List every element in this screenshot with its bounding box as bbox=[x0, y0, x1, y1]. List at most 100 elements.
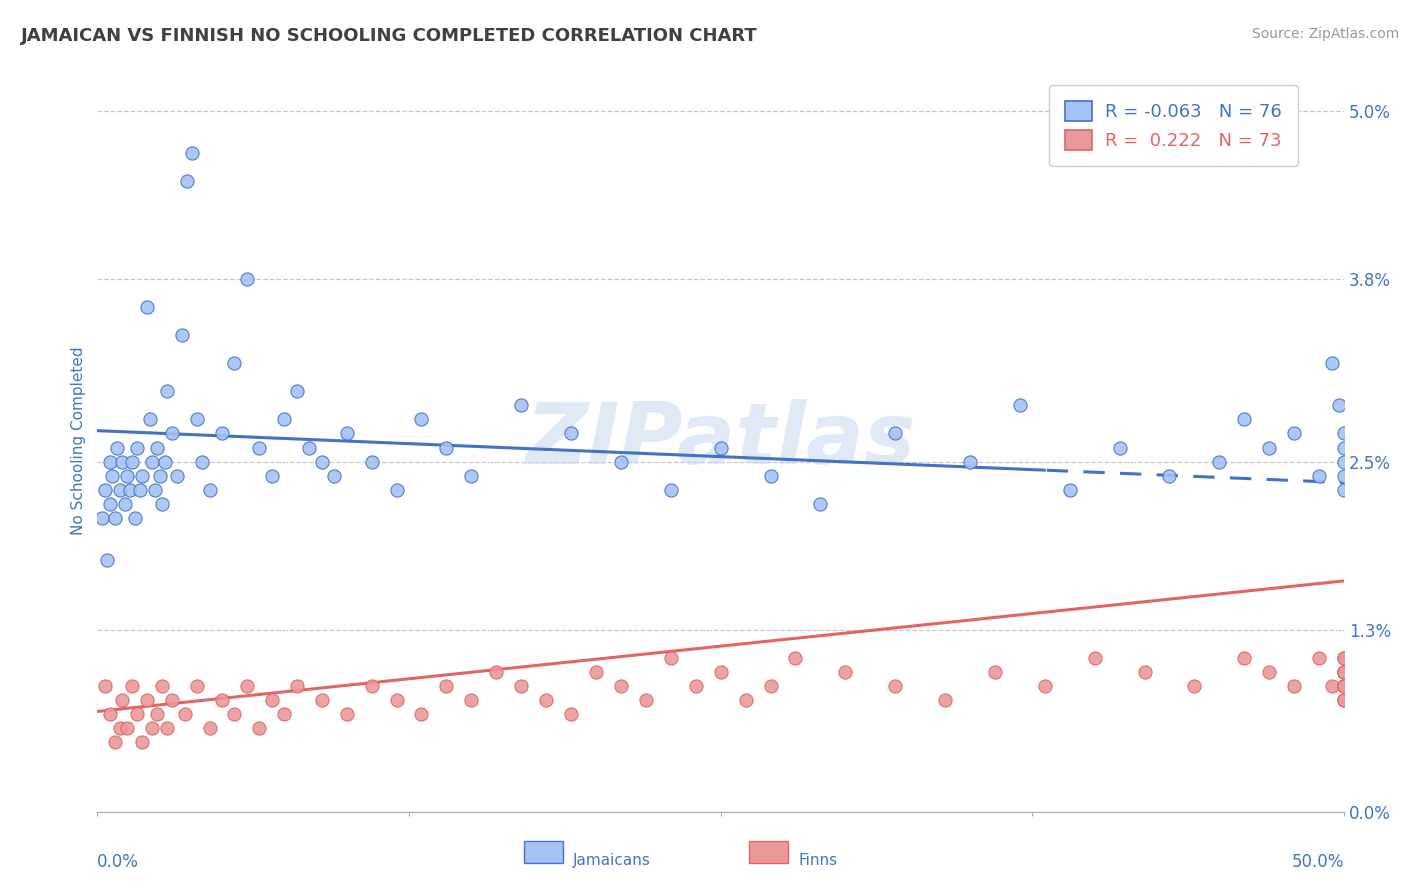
Point bbox=[411, 412, 433, 426]
Point bbox=[143, 483, 166, 497]
Point bbox=[1059, 483, 1081, 497]
Point bbox=[1282, 679, 1305, 693]
Point bbox=[460, 693, 482, 707]
Point bbox=[104, 735, 127, 749]
Text: Source: ZipAtlas.com: Source: ZipAtlas.com bbox=[1251, 27, 1399, 41]
Point bbox=[128, 483, 150, 497]
Point bbox=[141, 721, 163, 735]
Point bbox=[810, 497, 832, 511]
Point bbox=[1333, 693, 1355, 707]
Point bbox=[311, 454, 333, 468]
Point bbox=[1184, 679, 1206, 693]
Point bbox=[1333, 679, 1355, 693]
Point bbox=[1233, 651, 1256, 665]
Point bbox=[111, 454, 134, 468]
Point bbox=[160, 693, 183, 707]
Point bbox=[121, 454, 143, 468]
Point bbox=[1282, 426, 1305, 441]
Point bbox=[91, 510, 114, 524]
Point bbox=[173, 707, 195, 722]
Point bbox=[224, 707, 246, 722]
Point bbox=[685, 679, 707, 693]
Point bbox=[249, 441, 271, 455]
Point bbox=[510, 679, 533, 693]
Point bbox=[1133, 665, 1156, 679]
Text: Jamaicans: Jamaicans bbox=[574, 853, 651, 868]
Point bbox=[1084, 651, 1107, 665]
Point bbox=[884, 679, 907, 693]
Point bbox=[759, 468, 782, 483]
Point bbox=[436, 441, 458, 455]
Point bbox=[285, 679, 308, 693]
Legend: R = -0.063   N = 76, R =  0.222   N = 73: R = -0.063 N = 76, R = 0.222 N = 73 bbox=[1049, 85, 1298, 166]
Point bbox=[186, 412, 208, 426]
Point bbox=[249, 721, 271, 735]
Point bbox=[759, 679, 782, 693]
Point bbox=[146, 707, 169, 722]
Point bbox=[1333, 483, 1355, 497]
Point bbox=[710, 441, 733, 455]
Text: 50.0%: 50.0% bbox=[1292, 853, 1344, 871]
Point bbox=[1333, 679, 1355, 693]
Point bbox=[785, 651, 807, 665]
Point bbox=[138, 412, 160, 426]
Point bbox=[224, 356, 246, 370]
Text: ZIPatlas: ZIPatlas bbox=[526, 399, 915, 482]
Point bbox=[1333, 426, 1355, 441]
Point bbox=[108, 721, 131, 735]
Point bbox=[150, 679, 173, 693]
Point bbox=[1327, 398, 1350, 412]
Point bbox=[534, 693, 557, 707]
Point bbox=[298, 441, 321, 455]
Point bbox=[153, 454, 176, 468]
Point bbox=[1320, 356, 1343, 370]
Point bbox=[336, 426, 359, 441]
Point bbox=[166, 468, 188, 483]
Point bbox=[436, 679, 458, 693]
Point bbox=[118, 483, 141, 497]
Point bbox=[1159, 468, 1181, 483]
Point bbox=[127, 441, 149, 455]
Point bbox=[260, 693, 283, 707]
Point bbox=[131, 735, 153, 749]
Point bbox=[1108, 441, 1130, 455]
Point bbox=[610, 679, 633, 693]
Point bbox=[104, 510, 127, 524]
Point bbox=[211, 693, 233, 707]
Point bbox=[1333, 665, 1355, 679]
Point bbox=[156, 384, 179, 399]
Point bbox=[1008, 398, 1031, 412]
Point bbox=[1333, 665, 1355, 679]
Point bbox=[585, 665, 607, 679]
Point bbox=[1258, 441, 1281, 455]
Point bbox=[127, 707, 149, 722]
Point bbox=[1333, 679, 1355, 693]
Point bbox=[211, 426, 233, 441]
Point bbox=[659, 651, 682, 665]
Point bbox=[186, 679, 208, 693]
Point bbox=[149, 468, 172, 483]
Point bbox=[98, 707, 121, 722]
Point bbox=[659, 483, 682, 497]
Point bbox=[560, 707, 582, 722]
Point bbox=[610, 454, 633, 468]
Point bbox=[98, 454, 121, 468]
Point bbox=[176, 174, 198, 188]
Point bbox=[560, 426, 582, 441]
Point bbox=[105, 441, 128, 455]
Point bbox=[141, 454, 163, 468]
Point bbox=[336, 707, 359, 722]
Point bbox=[1320, 679, 1343, 693]
Point bbox=[114, 497, 136, 511]
Point bbox=[191, 454, 214, 468]
Point bbox=[360, 454, 382, 468]
Text: Finns: Finns bbox=[799, 853, 837, 868]
Point bbox=[198, 483, 221, 497]
Point bbox=[108, 483, 131, 497]
Point bbox=[160, 426, 183, 441]
Point bbox=[634, 693, 657, 707]
Point bbox=[1308, 468, 1330, 483]
Point bbox=[101, 468, 124, 483]
Point bbox=[273, 412, 295, 426]
Point bbox=[934, 693, 956, 707]
